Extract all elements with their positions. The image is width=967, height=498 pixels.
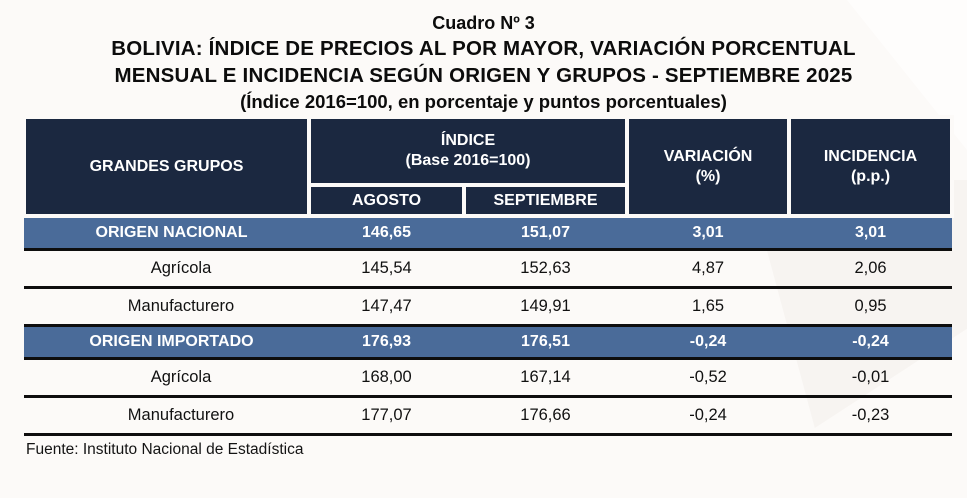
cell-agosto: 146,65 bbox=[309, 214, 464, 251]
table-header: GRANDES GRUPOS ÍNDICE (Base 2016=100) VA… bbox=[22, 115, 955, 218]
header-variacion-unit: (%) bbox=[695, 167, 721, 185]
cell-septiembre: 152,63 bbox=[464, 249, 628, 289]
table-row-origen-nacional: ORIGEN NACIONAL 146,65 151,07 3,01 3,01 bbox=[24, 214, 953, 251]
cell-incidencia: -0,24 bbox=[789, 323, 953, 360]
table-number: Cuadro Nº 3 bbox=[432, 13, 535, 33]
header-grandes-grupos: GRANDES GRUPOS bbox=[22, 115, 311, 218]
table-row-importado-agricola: Agrícola 168,00 167,14 -0,52 -0,01 bbox=[24, 358, 953, 398]
cell-incidencia: -0,23 bbox=[789, 396, 953, 436]
row-label: ORIGEN IMPORTADO bbox=[24, 323, 309, 360]
cell-variacion: 4,87 bbox=[627, 249, 790, 289]
row-label: Agrícola bbox=[24, 358, 309, 398]
cell-incidencia: 0,95 bbox=[789, 287, 953, 327]
cell-agosto: 147,47 bbox=[309, 287, 464, 327]
source-note: Fuente: Instituto Nacional de Estadístic… bbox=[26, 440, 304, 458]
row-label: Agrícola bbox=[24, 249, 309, 289]
cell-variacion: -0,24 bbox=[627, 323, 790, 360]
cell-septiembre: 176,51 bbox=[464, 323, 628, 360]
header-agosto: AGOSTO bbox=[307, 183, 466, 218]
header-variacion-title: VARIACIÓN bbox=[663, 147, 753, 165]
row-label: ORIGEN NACIONAL bbox=[24, 214, 309, 251]
cell-incidencia: 2,06 bbox=[789, 249, 953, 289]
cell-variacion: 3,01 bbox=[627, 214, 790, 251]
title-line-1: BOLIVIA: ÍNDICE DE PRECIOS AL POR MAYOR,… bbox=[111, 37, 856, 60]
price-index-table: GRANDES GRUPOS ÍNDICE (Base 2016=100) VA… bbox=[22, 115, 955, 436]
header-incidencia-title: INCIDENCIA bbox=[823, 147, 918, 165]
cell-variacion: 1,65 bbox=[627, 287, 790, 327]
cell-septiembre: 167,14 bbox=[464, 358, 628, 398]
table-row-nacional-manufacturero: Manufacturero 147,47 149,91 1,65 0,95 bbox=[24, 287, 953, 327]
cell-variacion: -0,52 bbox=[627, 358, 790, 398]
cell-incidencia: -0,01 bbox=[789, 358, 953, 398]
table-body: ORIGEN NACIONAL 146,65 151,07 3,01 3,01 … bbox=[24, 214, 953, 436]
title-line-2: MENSUAL E INCIDENCIA SEGÚN ORIGEN Y GRUP… bbox=[114, 64, 853, 87]
table-row-origen-importado: ORIGEN IMPORTADO 176,93 176,51 -0,24 -0,… bbox=[24, 323, 953, 360]
header-variacion: VARIACIÓN (%) bbox=[625, 115, 792, 218]
row-label: Manufacturero bbox=[24, 287, 309, 327]
cell-agosto: 168,00 bbox=[309, 358, 464, 398]
cell-septiembre: 149,91 bbox=[464, 287, 628, 327]
cell-septiembre: 176,66 bbox=[464, 396, 628, 436]
cell-agosto: 176,93 bbox=[309, 323, 464, 360]
title-subtitle: (Índice 2016=100, en porcentaje y puntos… bbox=[240, 91, 727, 112]
table-row-nacional-agricola: Agrícola 145,54 152,63 4,87 2,06 bbox=[24, 249, 953, 289]
header-indice: ÍNDICE (Base 2016=100) bbox=[306, 115, 630, 187]
cell-septiembre: 151,07 bbox=[464, 214, 628, 251]
header-indice-base: (Base 2016=100) bbox=[405, 152, 531, 169]
table-row-importado-manufacturero: Manufacturero 177,07 176,66 -0,24 -0,23 bbox=[24, 396, 953, 436]
header-indice-title: ÍNDICE bbox=[440, 132, 496, 149]
cell-variacion: -0,24 bbox=[627, 396, 790, 436]
row-label: Manufacturero bbox=[24, 396, 309, 436]
header-incidencia: INCIDENCIA (p.p.) bbox=[787, 115, 955, 218]
header-septiembre: SEPTIEMBRE bbox=[461, 183, 630, 218]
table-title-block: Cuadro Nº 3 BOLIVIA: ÍNDICE DE PRECIOS A… bbox=[0, 0, 967, 115]
header-incidencia-unit: (p.p.) bbox=[850, 167, 891, 185]
cell-agosto: 177,07 bbox=[309, 396, 464, 436]
cell-incidencia: 3,01 bbox=[789, 214, 953, 251]
cell-agosto: 145,54 bbox=[309, 249, 464, 289]
